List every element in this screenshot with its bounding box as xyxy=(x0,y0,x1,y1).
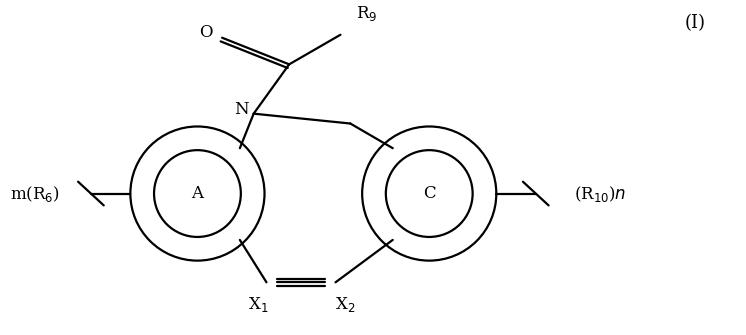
Text: N: N xyxy=(234,101,249,118)
Text: X$_1$: X$_1$ xyxy=(248,294,269,314)
Text: O: O xyxy=(200,24,213,41)
Text: (I): (I) xyxy=(685,14,706,32)
Text: A: A xyxy=(192,185,204,202)
Text: X$_2$: X$_2$ xyxy=(335,294,356,314)
Text: C: C xyxy=(423,185,436,202)
Text: R$_9$: R$_9$ xyxy=(357,4,377,22)
Text: m(R$_6$): m(R$_6$) xyxy=(10,184,60,204)
Text: (R$_{10}$)$n$: (R$_{10}$)$n$ xyxy=(574,184,626,204)
